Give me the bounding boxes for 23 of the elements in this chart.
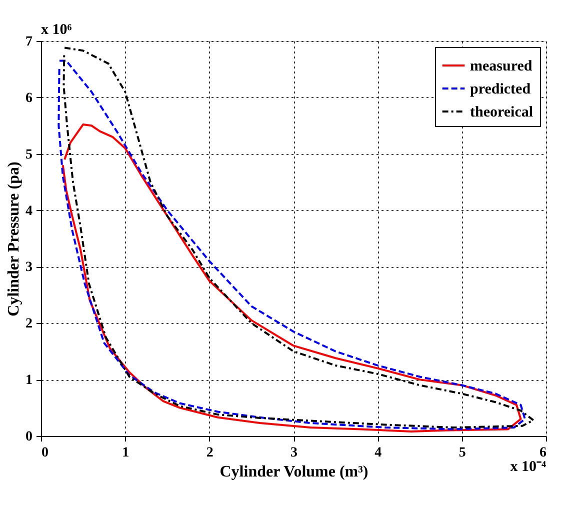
- text: x 10⁻⁴: [510, 459, 546, 475]
- y-tick-label: 4: [26, 204, 32, 219]
- x-tick-label: 2: [206, 446, 214, 460]
- legend-label: theoreical: [470, 104, 534, 120]
- y-axis-title: Cylinder Pressure (pa): [6, 162, 22, 316]
- legend-label: measured: [470, 58, 533, 74]
- x-tick-label: 5: [458, 446, 466, 460]
- x-tick-label: 6: [540, 446, 546, 460]
- y-tick-label: 1: [26, 373, 32, 388]
- y-tick-label: 6: [26, 90, 32, 106]
- line-series: [62, 124, 522, 432]
- x-tick-label: 4: [374, 446, 382, 460]
- x-tick-label: 1: [122, 446, 130, 460]
- x-axis-title: Cylinder Volume (m³): [220, 464, 368, 480]
- text: x 10⁶: [41, 22, 72, 38]
- x-tick-label: 0: [42, 446, 48, 460]
- y-tick-label: 7: [26, 34, 32, 50]
- y-tick-label: 5: [26, 147, 32, 162]
- y-tick-label: 0: [26, 430, 32, 444]
- x-tick-label: 3: [290, 446, 298, 460]
- y-tick-label: 2: [26, 316, 32, 332]
- legend-label: predicted: [470, 82, 532, 98]
- y-tick-label: 3: [26, 260, 32, 276]
